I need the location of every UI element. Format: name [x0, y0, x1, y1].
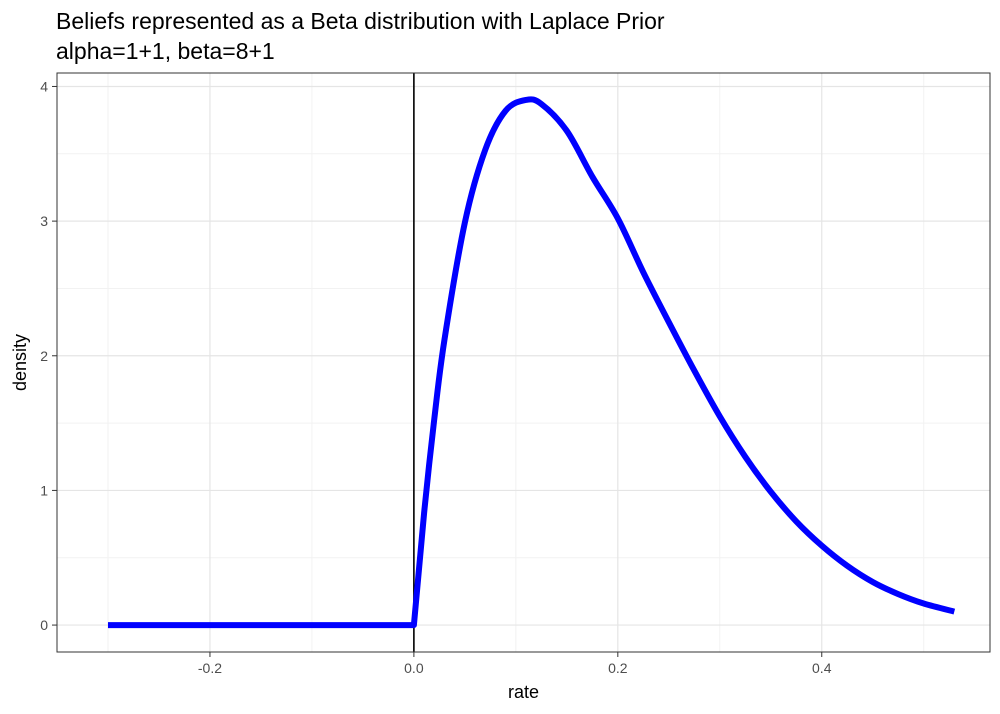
- y-tick-label: 0: [40, 617, 48, 633]
- x-tick-label: 0.2: [608, 660, 628, 676]
- y-tick-label: 2: [40, 348, 48, 364]
- x-tick-label: 0.0: [404, 660, 424, 676]
- chart-subtitle: alpha=1+1, beta=8+1: [56, 38, 275, 64]
- x-axis-ticks: -0.2 0.0 0.2 0.4: [198, 652, 832, 676]
- x-axis-title: rate: [508, 682, 539, 702]
- y-tick-label: 4: [40, 78, 48, 94]
- x-tick-label: -0.2: [198, 660, 222, 676]
- y-axis-title: density: [10, 334, 30, 391]
- y-axis-ticks: 0 1 2 3 4: [40, 78, 57, 633]
- y-tick-label: 3: [40, 213, 48, 229]
- density-curve: [107, 96, 956, 629]
- plot-panel-border: [56, 72, 991, 653]
- chart-title: Beliefs represented as a Beta distributi…: [56, 8, 665, 34]
- grid-major: [57, 73, 990, 652]
- y-tick-label: 1: [40, 482, 48, 498]
- chart-title-block: Beliefs represented as a Beta distributi…: [56, 6, 665, 66]
- x-tick-label: 0.4: [812, 660, 832, 676]
